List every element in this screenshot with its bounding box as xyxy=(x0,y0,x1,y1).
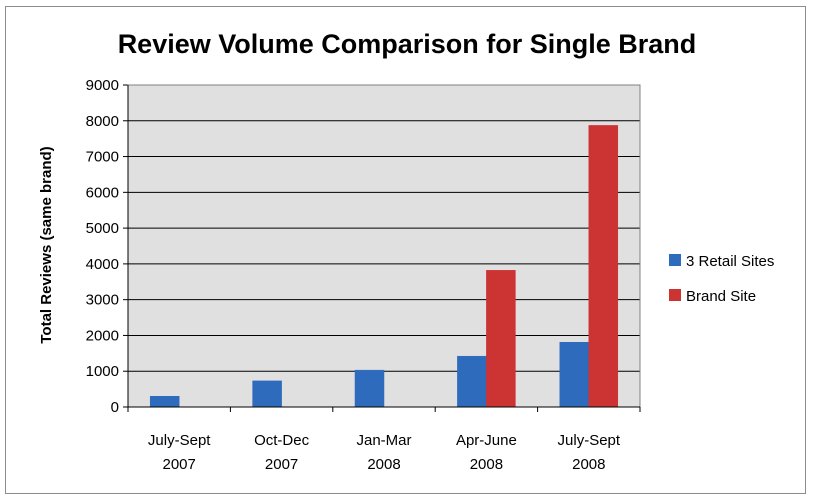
legend-swatch xyxy=(669,254,681,266)
bar-brand-site xyxy=(588,125,619,408)
y-tick-label: 0 xyxy=(111,399,119,416)
legend: 3 Retail Sites Brand Site xyxy=(669,253,774,305)
y-tick-label: 2000 xyxy=(86,327,119,344)
y-axis-label: Total Reviews (same brand) xyxy=(38,146,55,343)
legend-label: 3 Retail Sites xyxy=(686,253,774,270)
x-tick-label: July-Sept 2008 xyxy=(558,432,621,473)
bar-3-retail-sites xyxy=(149,396,180,408)
y-tick-label: 7000 xyxy=(86,149,119,166)
x-tick-label: Oct-Dec 2007 xyxy=(254,432,310,473)
bar-3-retail-sites xyxy=(354,369,385,408)
y-tick-label: 3000 xyxy=(86,292,119,309)
plot-background xyxy=(128,85,640,407)
legend-label: Brand Site xyxy=(686,288,756,305)
y-tick-label: 8000 xyxy=(86,113,119,130)
x-tick-label: July-Sept 2007 xyxy=(148,432,211,473)
bar-3-retail-sites xyxy=(252,380,282,408)
y-tick-label: 5000 xyxy=(86,220,119,237)
y-tick-label: 1000 xyxy=(86,363,119,380)
y-tick-label: 4000 xyxy=(86,256,119,273)
chart-title: Review Volume Comparison for Single Bran… xyxy=(118,29,697,59)
plot-area: 0 1000 2000 3000 4000 5000 6000 7000 8000 9000 Jul… xyxy=(86,77,641,473)
bar-brand-site xyxy=(486,270,516,408)
bar-3-retail-sites xyxy=(559,341,590,408)
x-tick-label: Jan-Mar 2008 xyxy=(356,432,411,473)
y-tick-label: 6000 xyxy=(86,184,119,201)
x-tick-label: Apr-June 2008 xyxy=(456,432,517,473)
legend-swatch xyxy=(669,289,681,301)
bar-3-retail-sites xyxy=(457,355,487,408)
y-tick-label: 9000 xyxy=(86,77,119,94)
